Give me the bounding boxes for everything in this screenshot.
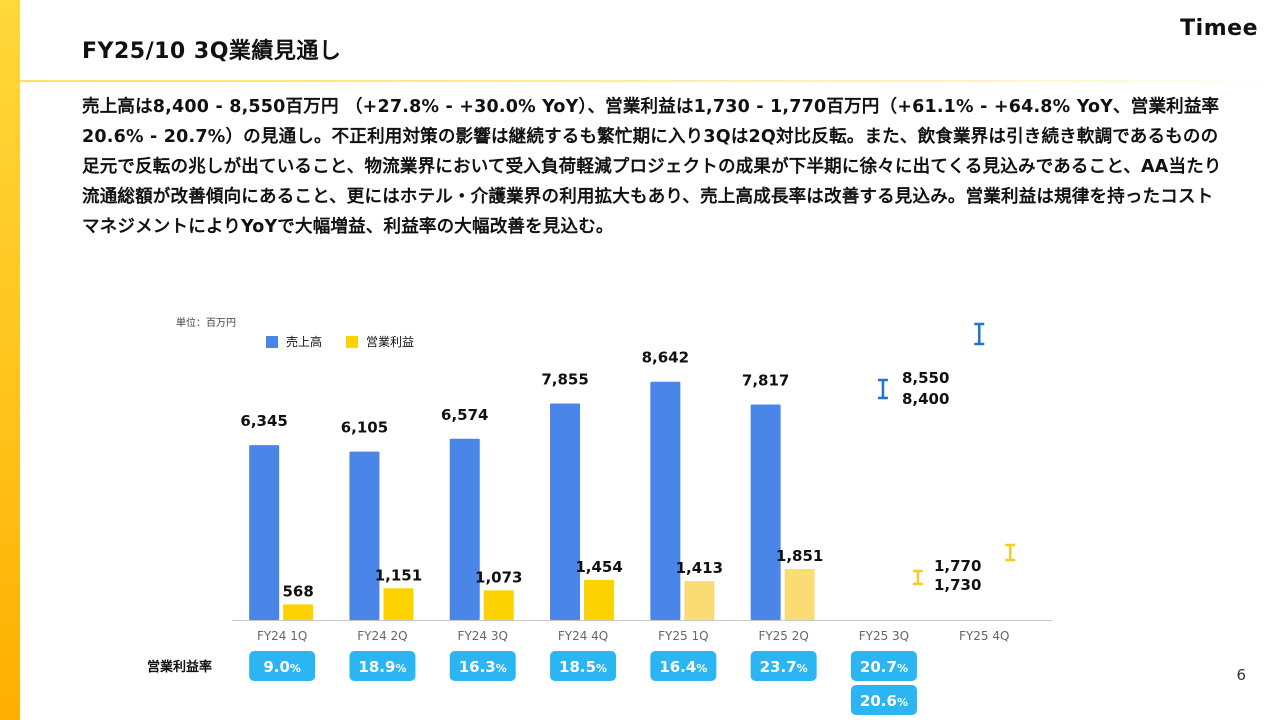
revenue-range-high: 8,550 (902, 369, 949, 387)
op-profit-bar (784, 568, 815, 620)
op-margin-row-label: 営業利益率 (147, 660, 213, 675)
revenue-bar (349, 451, 380, 620)
revenue-range-low: 8,400 (902, 390, 949, 408)
x-tick-label: FY24 4Q (558, 629, 608, 643)
x-tick-label: FY25 3Q (859, 629, 909, 643)
revenue-bar (650, 381, 681, 620)
x-tick-label: FY25 1Q (658, 629, 708, 643)
x-tick-label: FY24 2Q (357, 629, 407, 643)
legend-label-revenue: 売上高 (286, 335, 323, 349)
op-profit-value-label: 1,413 (676, 559, 723, 577)
page-title: FY25/10 3Q業績見通し (82, 39, 342, 64)
revenue-value-label: 7,817 (742, 371, 789, 389)
revenue-bar (750, 404, 781, 620)
legend-item-revenue: 売上高 (266, 333, 322, 350)
op-margin-badge (349, 651, 416, 681)
revenue-value-label: 8,642 (642, 349, 689, 367)
op-margin-value: 16.3% (459, 658, 507, 676)
revenue-value-label: 6,345 (240, 412, 287, 430)
op-margin-badge (650, 651, 717, 681)
op-margin-value: 18.5% (559, 658, 607, 676)
op-margin-badge (850, 651, 917, 681)
op-profit-value-label: 1,073 (475, 568, 522, 586)
chart-legend: 売上高 営業利益 (266, 333, 414, 350)
op-margin-value-lower: 20.6% (860, 692, 908, 710)
op-profit-value-label: 1,151 (375, 566, 422, 584)
op-margin-badge-lower (850, 685, 917, 715)
op-profit-range-low: 1,730 (934, 576, 981, 594)
op-profit-bar (283, 604, 314, 620)
op-margin-badge (550, 651, 617, 681)
op-profit-bar (383, 588, 414, 620)
revenue-value-label: 6,574 (441, 406, 488, 424)
op-margin-value: 18.9% (358, 658, 406, 676)
brand-logo: Timee (1180, 16, 1258, 41)
op-margin-badge (249, 651, 316, 681)
op-profit-value-label: 568 (282, 582, 313, 600)
revenue-value-label: 7,855 (541, 370, 588, 388)
op-profit-value-label: 1,851 (776, 547, 823, 565)
x-tick-label: FY25 2Q (758, 629, 808, 643)
op-margin-value: 16.4% (659, 658, 707, 676)
op-profit-value-label: 1,454 (575, 558, 622, 576)
op-margin-badge (449, 651, 516, 681)
unit-label: 単位：百万円 (176, 318, 236, 329)
legend-swatch-op-profit (346, 335, 359, 348)
op-margin-value: 9.0% (263, 658, 301, 676)
summary-paragraph: 売上高は8,400 - 8,550百万円 （+27.8% - +30.0% Yo… (82, 97, 1222, 237)
op-margin-value: 20.7% (860, 658, 908, 676)
op-profit-bar (684, 581, 715, 620)
legend-label-op-profit: 営業利益 (366, 335, 415, 349)
legend-swatch-revenue (266, 335, 278, 348)
legend-item-op-profit: 営業利益 (346, 333, 414, 350)
x-tick-label: FY24 1Q (257, 629, 307, 643)
revenue-bar (449, 438, 480, 620)
page-number: 6 (1236, 666, 1246, 684)
accent-bar (0, 0, 20, 720)
revenue-bar (550, 403, 581, 620)
op-margin-value: 23.7% (760, 658, 808, 676)
revenue-value-label: 6,105 (341, 419, 388, 437)
revenue-bar (249, 445, 280, 620)
x-tick-label: FY25 4Q (959, 629, 1009, 643)
title-divider (20, 80, 1280, 82)
op-margin-badge (750, 651, 817, 681)
op-profit-bar (483, 590, 514, 620)
op-profit-range-high: 1,770 (934, 557, 981, 575)
x-tick-label: FY24 3Q (458, 629, 508, 643)
op-profit-bar (584, 579, 615, 620)
